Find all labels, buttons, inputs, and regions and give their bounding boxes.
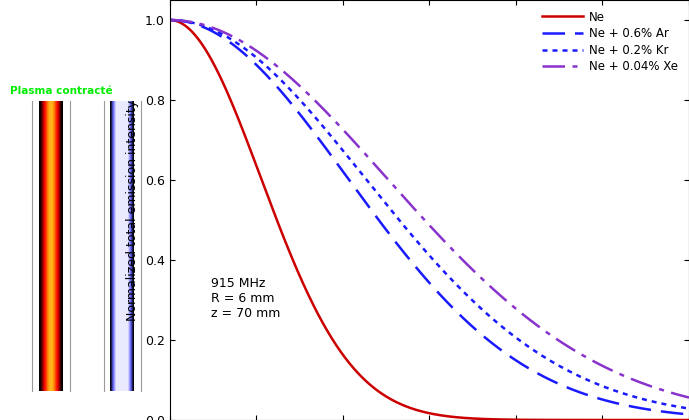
Ne + 0.6% Ar bbox=[394, 243, 402, 248]
Text: p = 760 torr: p = 760 torr bbox=[10, 10, 70, 21]
Text: Plasma contracté: Plasma contracté bbox=[10, 86, 113, 96]
Ne bbox=[394, 401, 402, 406]
Ne + 0.2% Kr bbox=[166, 18, 174, 23]
Ne + 0.04% Xe bbox=[376, 168, 384, 173]
Ne + 0.04% Xe bbox=[394, 189, 402, 194]
Ne + 0.2% Kr bbox=[219, 32, 227, 37]
Ne + 0.04% Xe bbox=[580, 354, 588, 359]
Ne + 0.2% Kr bbox=[522, 343, 531, 348]
Ne + 0.2% Kr bbox=[394, 217, 402, 222]
Ne + 0.2% Kr bbox=[580, 376, 588, 381]
Ne bbox=[580, 417, 588, 420]
Line: Ne + 0.04% Xe: Ne + 0.04% Xe bbox=[170, 20, 689, 398]
Line: Ne + 0.6% Ar: Ne + 0.6% Ar bbox=[170, 20, 689, 415]
Ne bbox=[522, 417, 531, 420]
Text: Ne: Ne bbox=[43, 396, 59, 410]
Ne + 0.6% Ar bbox=[219, 35, 227, 40]
Ne + 0.04% Xe bbox=[166, 18, 174, 23]
Ne bbox=[376, 390, 384, 395]
Text: 915 MHz
R = 6 mm
z = 70 mm: 915 MHz R = 6 mm z = 70 mm bbox=[212, 277, 281, 320]
Ne + 0.6% Ar bbox=[166, 18, 174, 23]
Ne bbox=[685, 417, 689, 420]
Ne + 0.6% Ar bbox=[522, 365, 531, 370]
Ne + 0.04% Xe bbox=[219, 29, 227, 34]
Ne + 0.6% Ar bbox=[570, 388, 579, 393]
Ne bbox=[219, 80, 227, 85]
Ne + 0.04% Xe bbox=[685, 395, 689, 400]
Ne + 0.04% Xe bbox=[570, 348, 579, 353]
Line: Ne + 0.2% Kr: Ne + 0.2% Kr bbox=[170, 20, 689, 409]
Text: f = 915 MHz: f = 915 MHz bbox=[10, 36, 70, 46]
Legend: Ne, Ne + 0.6% Ar, Ne + 0.2% Kr, Ne + 0.04% Xe: Ne, Ne + 0.6% Ar, Ne + 0.2% Kr, Ne + 0.0… bbox=[537, 6, 683, 78]
Ne + 0.04% Xe bbox=[522, 315, 531, 320]
Ne bbox=[570, 417, 579, 420]
Text: R = 6 mm: R = 6 mm bbox=[10, 61, 60, 71]
Ne + 0.2% Kr bbox=[685, 406, 689, 411]
Ne + 0.6% Ar bbox=[376, 219, 384, 224]
Ne + 0.6% Ar bbox=[685, 412, 689, 417]
Ne + 0.2% Kr bbox=[570, 371, 579, 376]
Ne bbox=[166, 18, 174, 23]
Text: Ar: Ar bbox=[116, 396, 129, 410]
Ne + 0.6% Ar bbox=[580, 391, 588, 396]
Line: Ne: Ne bbox=[170, 20, 689, 420]
Y-axis label: Normalized total emission intensity: Normalized total emission intensity bbox=[127, 100, 139, 320]
Ne + 0.2% Kr bbox=[376, 194, 384, 199]
